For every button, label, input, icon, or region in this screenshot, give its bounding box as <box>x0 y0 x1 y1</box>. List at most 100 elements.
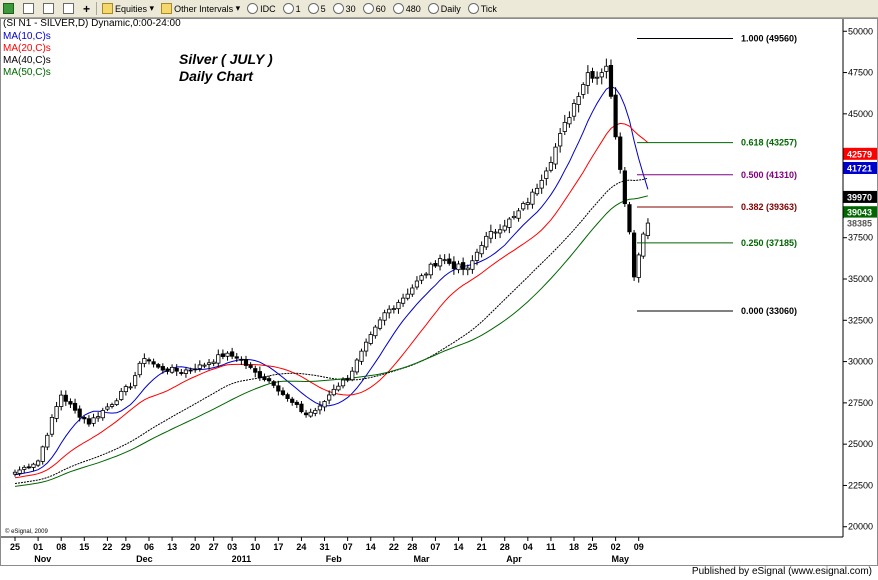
candle-body <box>59 394 64 407</box>
candle-body <box>368 334 373 344</box>
fibonacci-levels: 1.000 (49560) 0.618 (43257) 0.500 (41310) 0… <box>637 34 797 316</box>
candle-body <box>257 371 262 379</box>
candle-body <box>82 416 87 420</box>
bar-chart-icon <box>3 3 14 14</box>
candle-body <box>96 416 101 419</box>
candle <box>595 71 600 85</box>
candle-body <box>114 400 119 405</box>
candle-body <box>206 362 212 365</box>
candle-body <box>183 369 189 374</box>
fib-label: 0.618 (43257) <box>741 138 797 148</box>
candle-body <box>119 390 124 400</box>
candle-body <box>142 358 147 364</box>
other-intervals-menu[interactable]: Other Intervals ▾ <box>158 1 243 16</box>
clock-icon <box>247 3 259 14</box>
candle-body <box>645 222 651 236</box>
candle-body <box>133 375 138 387</box>
month-label: Dec <box>136 554 153 564</box>
interval-tick-button[interactable]: Tick <box>465 1 500 16</box>
month-label: 2011 <box>232 554 252 564</box>
candle <box>82 415 87 424</box>
candle-body <box>285 394 290 399</box>
candle <box>105 403 110 412</box>
interval-30-button[interactable]: 30 <box>330 1 359 16</box>
candle <box>571 99 577 121</box>
candle <box>285 392 290 402</box>
candle-body <box>493 231 498 234</box>
candle-body <box>576 96 581 105</box>
interval-label: Tick <box>480 3 497 14</box>
candle-body <box>424 273 429 276</box>
y-tick-label: 30000 <box>848 357 873 367</box>
candle-body <box>331 388 336 396</box>
chart-type-button[interactable] <box>0 1 19 16</box>
add-study-button[interactable]: + <box>83 1 91 16</box>
price-chart[interactable]: 1.000 (49560) 0.618 (43257) 0.500 (41310) 0… <box>1 18 878 565</box>
candle <box>243 355 249 370</box>
candle <box>405 288 410 301</box>
candle <box>137 361 142 378</box>
candle <box>271 379 276 389</box>
candle <box>59 390 64 411</box>
candle-body <box>299 403 304 413</box>
candle-body <box>345 378 350 381</box>
candle <box>604 58 609 79</box>
candle <box>225 351 230 361</box>
candle-body <box>253 368 258 373</box>
interval-label: IDC <box>260 3 276 14</box>
footer-credit: Published by eSignal (www.esignal.com) <box>691 566 872 577</box>
interval-480-button[interactable]: 480 <box>390 1 424 16</box>
interval-daily-button[interactable]: Daily <box>425 1 464 16</box>
candle-body <box>174 368 179 372</box>
candle-body <box>193 368 198 371</box>
x-tick-label: 02 <box>611 542 621 552</box>
interval-idc-button[interactable]: IDC <box>244 1 279 16</box>
candle <box>86 415 92 427</box>
candle-body <box>105 406 110 410</box>
candle <box>31 462 36 472</box>
price-flag: 39970 <box>843 190 878 203</box>
candle <box>414 276 420 290</box>
candle <box>133 371 138 389</box>
candle-body <box>45 434 50 448</box>
candle <box>567 111 572 128</box>
candle <box>548 156 554 173</box>
candle <box>544 167 549 186</box>
candle-body <box>608 64 614 97</box>
equities-menu[interactable]: Equities ▾ <box>99 1 157 16</box>
candle <box>631 229 637 281</box>
candle <box>40 445 45 465</box>
candle-body <box>100 410 105 419</box>
chart-window[interactable]: 1.000 (49560) 0.618 (43257) 0.500 (41310) 0… <box>0 18 878 566</box>
candle-body <box>243 359 249 366</box>
candle-body <box>391 308 396 310</box>
y-tick-label: 27500 <box>848 398 873 408</box>
candle <box>257 366 262 381</box>
properties-button[interactable] <box>40 1 59 16</box>
y-tick-label: 50000 <box>848 26 873 36</box>
candle-body <box>294 401 299 405</box>
layout-button[interactable] <box>20 1 39 16</box>
interval-5-button[interactable]: 5 <box>305 1 329 16</box>
candle <box>488 224 493 244</box>
candle-body <box>470 260 475 270</box>
candle-body <box>40 446 45 462</box>
month-label: May <box>611 554 629 564</box>
candle <box>493 228 498 240</box>
clock-icon <box>282 3 294 14</box>
x-tick-label: 06 <box>144 542 154 552</box>
interval-60-button[interactable]: 60 <box>360 1 389 16</box>
candle <box>12 469 18 477</box>
clock-icon <box>332 3 344 14</box>
x-tick-label: 09 <box>634 542 644 552</box>
copy-button[interactable] <box>60 1 79 16</box>
candle-body <box>350 370 355 381</box>
candle-body <box>364 341 369 352</box>
candle <box>54 401 59 423</box>
candle <box>327 390 332 405</box>
candle-body <box>313 409 318 414</box>
interval-1-button[interactable]: 1 <box>280 1 304 16</box>
candle-body <box>604 65 609 72</box>
ma-line <box>14 177 649 484</box>
candle-body <box>442 259 447 262</box>
